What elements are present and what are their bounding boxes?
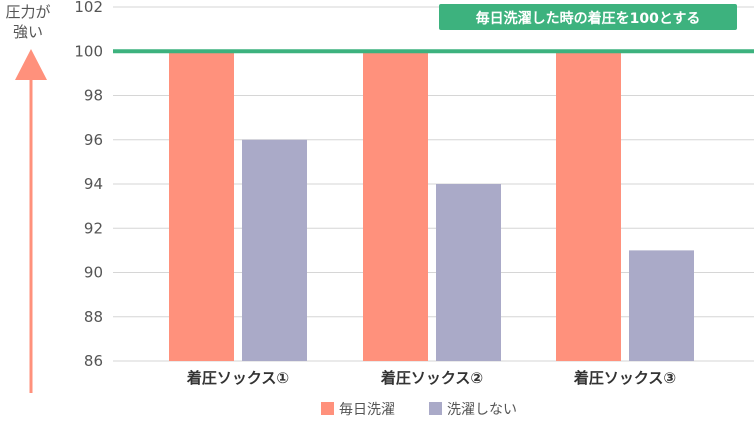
y-tick-label: 88	[84, 308, 103, 326]
y-axis-label-line: 強い	[13, 23, 43, 41]
y-axis-ticks: 86 88 90 92 94 96 98 100 102	[74, 0, 103, 370]
legend-label-no-wash: 洗濯しない	[447, 402, 517, 418]
bar-daily-wash-3	[556, 51, 621, 361]
y-tick-label: 86	[84, 352, 103, 370]
bars	[169, 51, 694, 361]
legend-label-daily-wash: 毎日洗濯	[339, 402, 395, 418]
y-axis-label-line: 圧力が	[5, 3, 50, 21]
pressure-arrow	[15, 49, 47, 393]
bar-no-wash-2	[436, 184, 501, 361]
pressure-arrow-head	[15, 49, 47, 80]
y-tick-label: 100	[74, 42, 103, 60]
y-tick-label: 94	[84, 175, 103, 193]
y-tick-label: 92	[84, 219, 103, 237]
bar-no-wash-1	[242, 139, 307, 361]
x-category-label: 着圧ソックス②	[380, 369, 483, 387]
x-axis-categories: 着圧ソックス① 着圧ソックス② 着圧ソックス③	[186, 369, 676, 387]
legend-swatch-daily-wash	[321, 402, 334, 415]
legend-swatch-no-wash	[429, 402, 442, 415]
bar-daily-wash-1	[169, 51, 234, 361]
y-tick-label: 90	[84, 264, 103, 282]
annotation-box: 毎日洗濯した時の着圧を100とする	[439, 4, 737, 30]
annotation-text: 毎日洗濯した時の着圧を100とする	[476, 10, 701, 27]
y-tick-label: 98	[84, 87, 103, 105]
x-category-label: 着圧ソックス③	[573, 369, 676, 387]
annotation-background	[439, 4, 737, 30]
bar-no-wash-3	[629, 250, 694, 361]
y-tick-label: 96	[84, 131, 103, 149]
x-category-label: 着圧ソックス①	[186, 369, 289, 387]
legend: 毎日洗濯 洗濯しない	[321, 402, 517, 418]
y-tick-label: 102	[74, 0, 103, 16]
bar-daily-wash-2	[363, 51, 428, 361]
